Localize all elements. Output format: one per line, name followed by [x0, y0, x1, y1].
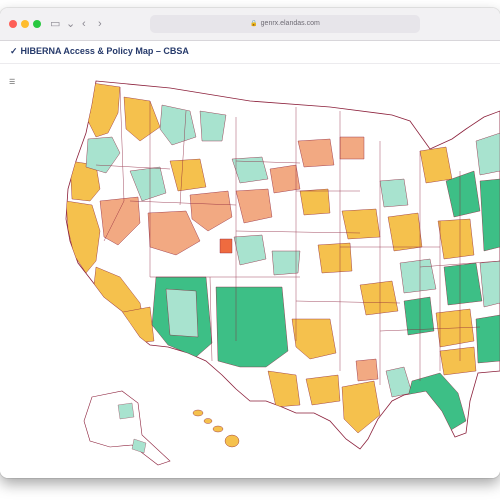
forward-icon[interactable]: ›	[98, 18, 102, 30]
cbsa-region[interactable]	[147, 210, 201, 256]
state-borders	[95, 86, 500, 385]
maximize-window-button[interactable]	[33, 20, 41, 28]
cbsa-region[interactable]	[443, 262, 483, 306]
cbsa-region[interactable]	[317, 242, 353, 274]
cbsa-map[interactable]	[0, 41, 500, 478]
minimize-window-button[interactable]	[21, 20, 29, 28]
browser-window: ▭ ⌄ ‹ › 🔒 genrx.elandas.com	[0, 8, 500, 478]
cbsa-region[interactable]	[165, 288, 199, 338]
cbsa-region[interactable]	[341, 380, 381, 434]
cbsa-region[interactable]	[475, 132, 500, 176]
cbsa-region[interactable]	[437, 218, 475, 260]
cbsa-region[interactable]	[271, 250, 301, 276]
cbsa-region[interactable]	[169, 158, 207, 192]
cbsa-region[interactable]	[299, 188, 331, 216]
cbsa-region[interactable]	[233, 234, 267, 266]
cbsa-region[interactable]	[131, 438, 147, 454]
cbsa-region[interactable]	[189, 190, 233, 232]
cbsa-region[interactable]	[117, 402, 135, 420]
cbsa-region[interactable]	[219, 238, 233, 254]
cbsa-region[interactable]	[267, 370, 301, 408]
cbsa-region[interactable]	[269, 164, 301, 194]
cbsa-region[interactable]	[403, 296, 435, 336]
chevron-down-icon[interactable]: ⌄	[66, 18, 76, 30]
page-title: ✓ HIBERNA Access & Policy Map – CBSA	[10, 46, 189, 57]
sidebar-icon[interactable]: ▭	[50, 18, 61, 30]
cbsa-region[interactable]	[231, 156, 269, 184]
cbsa-region[interactable]	[199, 110, 227, 142]
cbsa-region[interactable]	[117, 306, 155, 344]
cbsa-region[interactable]	[355, 358, 379, 382]
url-text: genrx.elandas.com	[260, 20, 320, 27]
cbsa-region[interactable]	[99, 196, 141, 246]
cbsa-region[interactable]	[479, 178, 500, 252]
app-header: ✓ HIBERNA Access & Policy Map – CBSA	[0, 41, 500, 64]
cbsa-region[interactable]	[297, 138, 335, 168]
cbsa-region[interactable]	[235, 188, 273, 224]
cbsa-region[interactable]	[379, 178, 409, 208]
cbsa-region[interactable]	[419, 146, 453, 184]
cbsa-region[interactable]	[475, 314, 500, 364]
check-icon: ✓	[10, 46, 18, 56]
alaska[interactable]	[83, 390, 171, 466]
cbsa-region[interactable]	[305, 374, 341, 406]
close-window-button[interactable]	[9, 20, 17, 28]
app-content: ✓ HIBERNA Access & Policy Map – CBSA ☰	[0, 41, 500, 478]
cbsa-region[interactable]	[359, 280, 399, 316]
cbsa-region[interactable]	[445, 170, 481, 218]
cbsa-region[interactable]	[215, 286, 289, 368]
cbsa-region[interactable]	[341, 208, 381, 240]
browser-toolbar: ▭ ⌄ ‹ › 🔒 genrx.elandas.com	[0, 8, 500, 41]
cbsa-region[interactable]	[399, 258, 437, 294]
hawaii[interactable]	[192, 409, 240, 448]
cbsa-region[interactable]	[85, 136, 121, 174]
cbsa-region[interactable]	[339, 136, 365, 160]
cbsa-region[interactable]	[291, 318, 337, 360]
cbsa-region[interactable]	[439, 346, 477, 376]
lock-icon: 🔒	[250, 21, 258, 27]
cbsa-region[interactable]	[387, 212, 423, 252]
back-icon[interactable]: ‹	[82, 18, 86, 30]
cbsa-regions	[66, 82, 500, 434]
page-title-text: HIBERNA Access & Policy Map – CBSA	[20, 46, 189, 56]
layers-icon[interactable]: ☰	[9, 79, 16, 86]
address-bar[interactable]: 🔒 genrx.elandas.com	[150, 15, 420, 33]
